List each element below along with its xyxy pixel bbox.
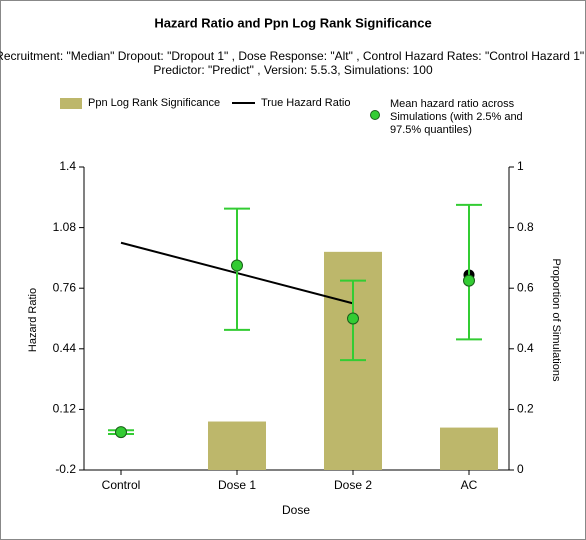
subtitle: Recruitment: "Median" Dropout: "Dropout …	[0, 49, 586, 63]
y-tick-label: 0.44	[53, 341, 77, 355]
y2-tick-label: 0.8	[517, 220, 534, 234]
bar	[208, 421, 266, 470]
y-tick-label: 0.76	[53, 280, 77, 294]
x-tick-label: AC	[461, 478, 478, 492]
x-tick-label: Dose 1	[218, 478, 256, 492]
y2-tick-label: 0	[517, 462, 524, 476]
legend-label: Ppn Log Rank Significance	[88, 97, 221, 109]
chart-title: Hazard Ratio and Ppn Log Rank Significan…	[154, 15, 431, 30]
mean-point	[463, 274, 475, 287]
x-tick-label: Control	[102, 478, 141, 492]
legend-label: True Hazard Ratio	[261, 97, 351, 109]
mean-point	[231, 259, 243, 272]
legend-swatch	[370, 110, 380, 120]
y2-tick-label: 0.2	[517, 402, 534, 416]
x-tick-label: Dose 2	[334, 478, 372, 492]
legend-label: Mean hazard ratio across Simulations (wi…	[390, 98, 523, 136]
bar	[440, 427, 498, 470]
y-tick-label: 1.08	[53, 220, 77, 234]
legend-swatch	[60, 98, 82, 109]
mean-point	[115, 426, 127, 439]
y2-tick-label: 0.4	[517, 341, 534, 355]
y-tick-label: 1.4	[59, 159, 76, 173]
subtitle: Predictor: "Predict" , Version: 5.5.3, S…	[153, 63, 433, 77]
x-axis-label: Dose	[282, 503, 310, 517]
y-axis-label: Hazard Ratio	[27, 288, 39, 352]
mean-point	[347, 312, 359, 325]
y-tick-label: -0.2	[55, 462, 76, 476]
y-tick-label: 0.12	[53, 402, 77, 416]
y2-axis-label: Proportion of Simulations	[550, 259, 562, 382]
y2-tick-label: 1	[517, 159, 524, 173]
y2-tick-label: 0.6	[517, 280, 534, 294]
